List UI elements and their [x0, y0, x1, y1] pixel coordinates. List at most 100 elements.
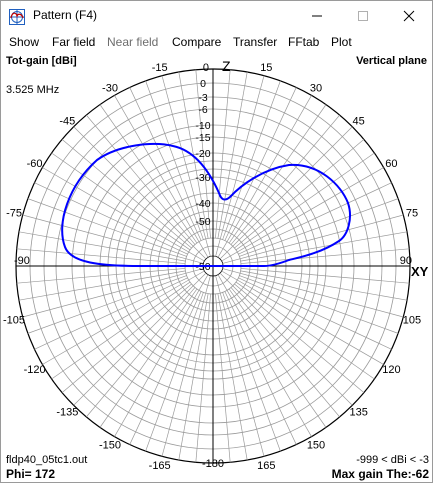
spoke-line [61, 139, 192, 249]
angle-label: 15 [260, 62, 272, 74]
spoke-line [178, 293, 209, 461]
angle-label: 90 [400, 255, 412, 267]
spoke-line [18, 270, 186, 301]
spoke-line [42, 270, 205, 365]
spoke-line [215, 293, 231, 463]
spoke-line [238, 277, 392, 350]
spoke-line [73, 126, 207, 260]
max-gain-label: Max gain The:-62 [331, 467, 429, 481]
spoke-line [86, 287, 196, 418]
spoke-line [230, 114, 340, 245]
spoke-line [129, 87, 202, 241]
spoke-line [161, 75, 211, 257]
angle-label: -120 [24, 364, 46, 376]
gain-ring-label: -20 [195, 148, 210, 160]
angle-label: 45 [353, 115, 365, 127]
title-bar[interactable]: Pattern (F4) [1, 1, 432, 31]
spoke-line [114, 274, 209, 437]
gain-ring-label: -15 [195, 132, 210, 144]
spoke-line [34, 277, 188, 350]
window-title: Pattern (F4) [33, 8, 98, 22]
angle-label: 0 [203, 62, 209, 74]
spoke-line [240, 231, 408, 262]
spoke-line [114, 95, 209, 258]
spoke-line [239, 275, 399, 334]
gain-range-label: -999 < dBi < -3 [356, 454, 429, 466]
spoke-line [222, 268, 404, 318]
spoke-line [42, 167, 205, 262]
spoke-line [215, 275, 265, 457]
spoke-line [240, 268, 410, 284]
spoke-line [51, 152, 191, 251]
spoke-line [215, 75, 265, 257]
spoke-line [221, 270, 384, 365]
spoke-line [22, 214, 204, 264]
menu-near-field[interactable]: Near field [107, 35, 159, 49]
spoke-line [16, 268, 186, 284]
gain-ring-label: -40 [195, 198, 210, 210]
menu-show[interactable]: Show [9, 35, 40, 49]
menu-transfer[interactable]: Transfer [233, 35, 278, 49]
spoke-line [217, 95, 312, 258]
close-button[interactable] [386, 1, 432, 31]
maximize-button[interactable] [340, 1, 386, 31]
spoke-line [234, 139, 365, 249]
spoke-line [86, 114, 196, 245]
menu-far-field[interactable]: Far field [52, 35, 96, 49]
spoke-line [51, 281, 191, 380]
spoke-line [234, 283, 365, 393]
spoke-line [217, 274, 312, 437]
menu-fftab[interactable]: FFtab [288, 35, 320, 49]
angle-label: -60 [27, 158, 43, 170]
angle-label: -45 [59, 115, 75, 127]
filename-label: fldp40_05tc1.out [6, 454, 88, 466]
menu-compare[interactable]: Compare [172, 35, 222, 49]
plot-quantity-label: Tot-gain [dBi] [6, 55, 77, 67]
pattern-plot-area[interactable]: 0 15 -15 30 -30 45 -45 60 -60 75 -75 90 -90 105 -105 12… [1, 53, 432, 482]
spoke-line [195, 293, 211, 463]
angle-label: 150 [307, 439, 325, 451]
phi-label: Phi= 172 [6, 467, 56, 481]
spoke-line [219, 126, 353, 260]
spoke-line [222, 292, 281, 452]
angle-label: 135 [349, 407, 367, 419]
angle-label: 75 [406, 208, 418, 220]
spoke-line [61, 283, 192, 393]
gain-ring-label: -50 [195, 216, 210, 228]
spoke-line [224, 87, 297, 241]
gain-ring-label: -3 [198, 92, 207, 104]
minimize-button[interactable] [294, 1, 340, 31]
angle-label: -165 [149, 460, 171, 472]
spoke-line [27, 198, 187, 257]
gain-ring-label: -30 [195, 172, 210, 184]
plot-plane-label: Vertical plane [356, 55, 427, 67]
angle-label: 60 [385, 158, 397, 170]
spoke-line [240, 270, 408, 301]
menu-plot[interactable]: Plot [331, 35, 352, 49]
angle-label: -105 [3, 314, 25, 326]
spoke-line [224, 291, 297, 445]
spoke-line [228, 104, 327, 244]
angle-label: -30 [102, 83, 118, 95]
angle-label: 30 [310, 83, 322, 95]
angle-label: -75 [6, 208, 22, 220]
angle-label: -150 [99, 439, 121, 451]
maximize-icon [358, 11, 368, 21]
spoke-line [27, 275, 187, 334]
angle-label: 105 [403, 314, 421, 326]
gain-ring-label: -10 [195, 120, 210, 132]
spoke-line [215, 69, 231, 239]
minimize-icon [312, 15, 322, 17]
spoke-line [222, 214, 404, 264]
zenith-label: Z [222, 58, 231, 74]
spoke-line [99, 104, 198, 244]
spoke-line [129, 291, 202, 445]
spoke-line [195, 69, 211, 239]
horizon-label: XY [411, 264, 429, 279]
angle-label: 165 [257, 460, 275, 472]
spoke-line [217, 293, 248, 461]
radiation-pattern-curve [61, 142, 351, 267]
spoke-line [238, 182, 392, 255]
angle-label: -135 [56, 407, 78, 419]
spoke-line [240, 248, 410, 264]
